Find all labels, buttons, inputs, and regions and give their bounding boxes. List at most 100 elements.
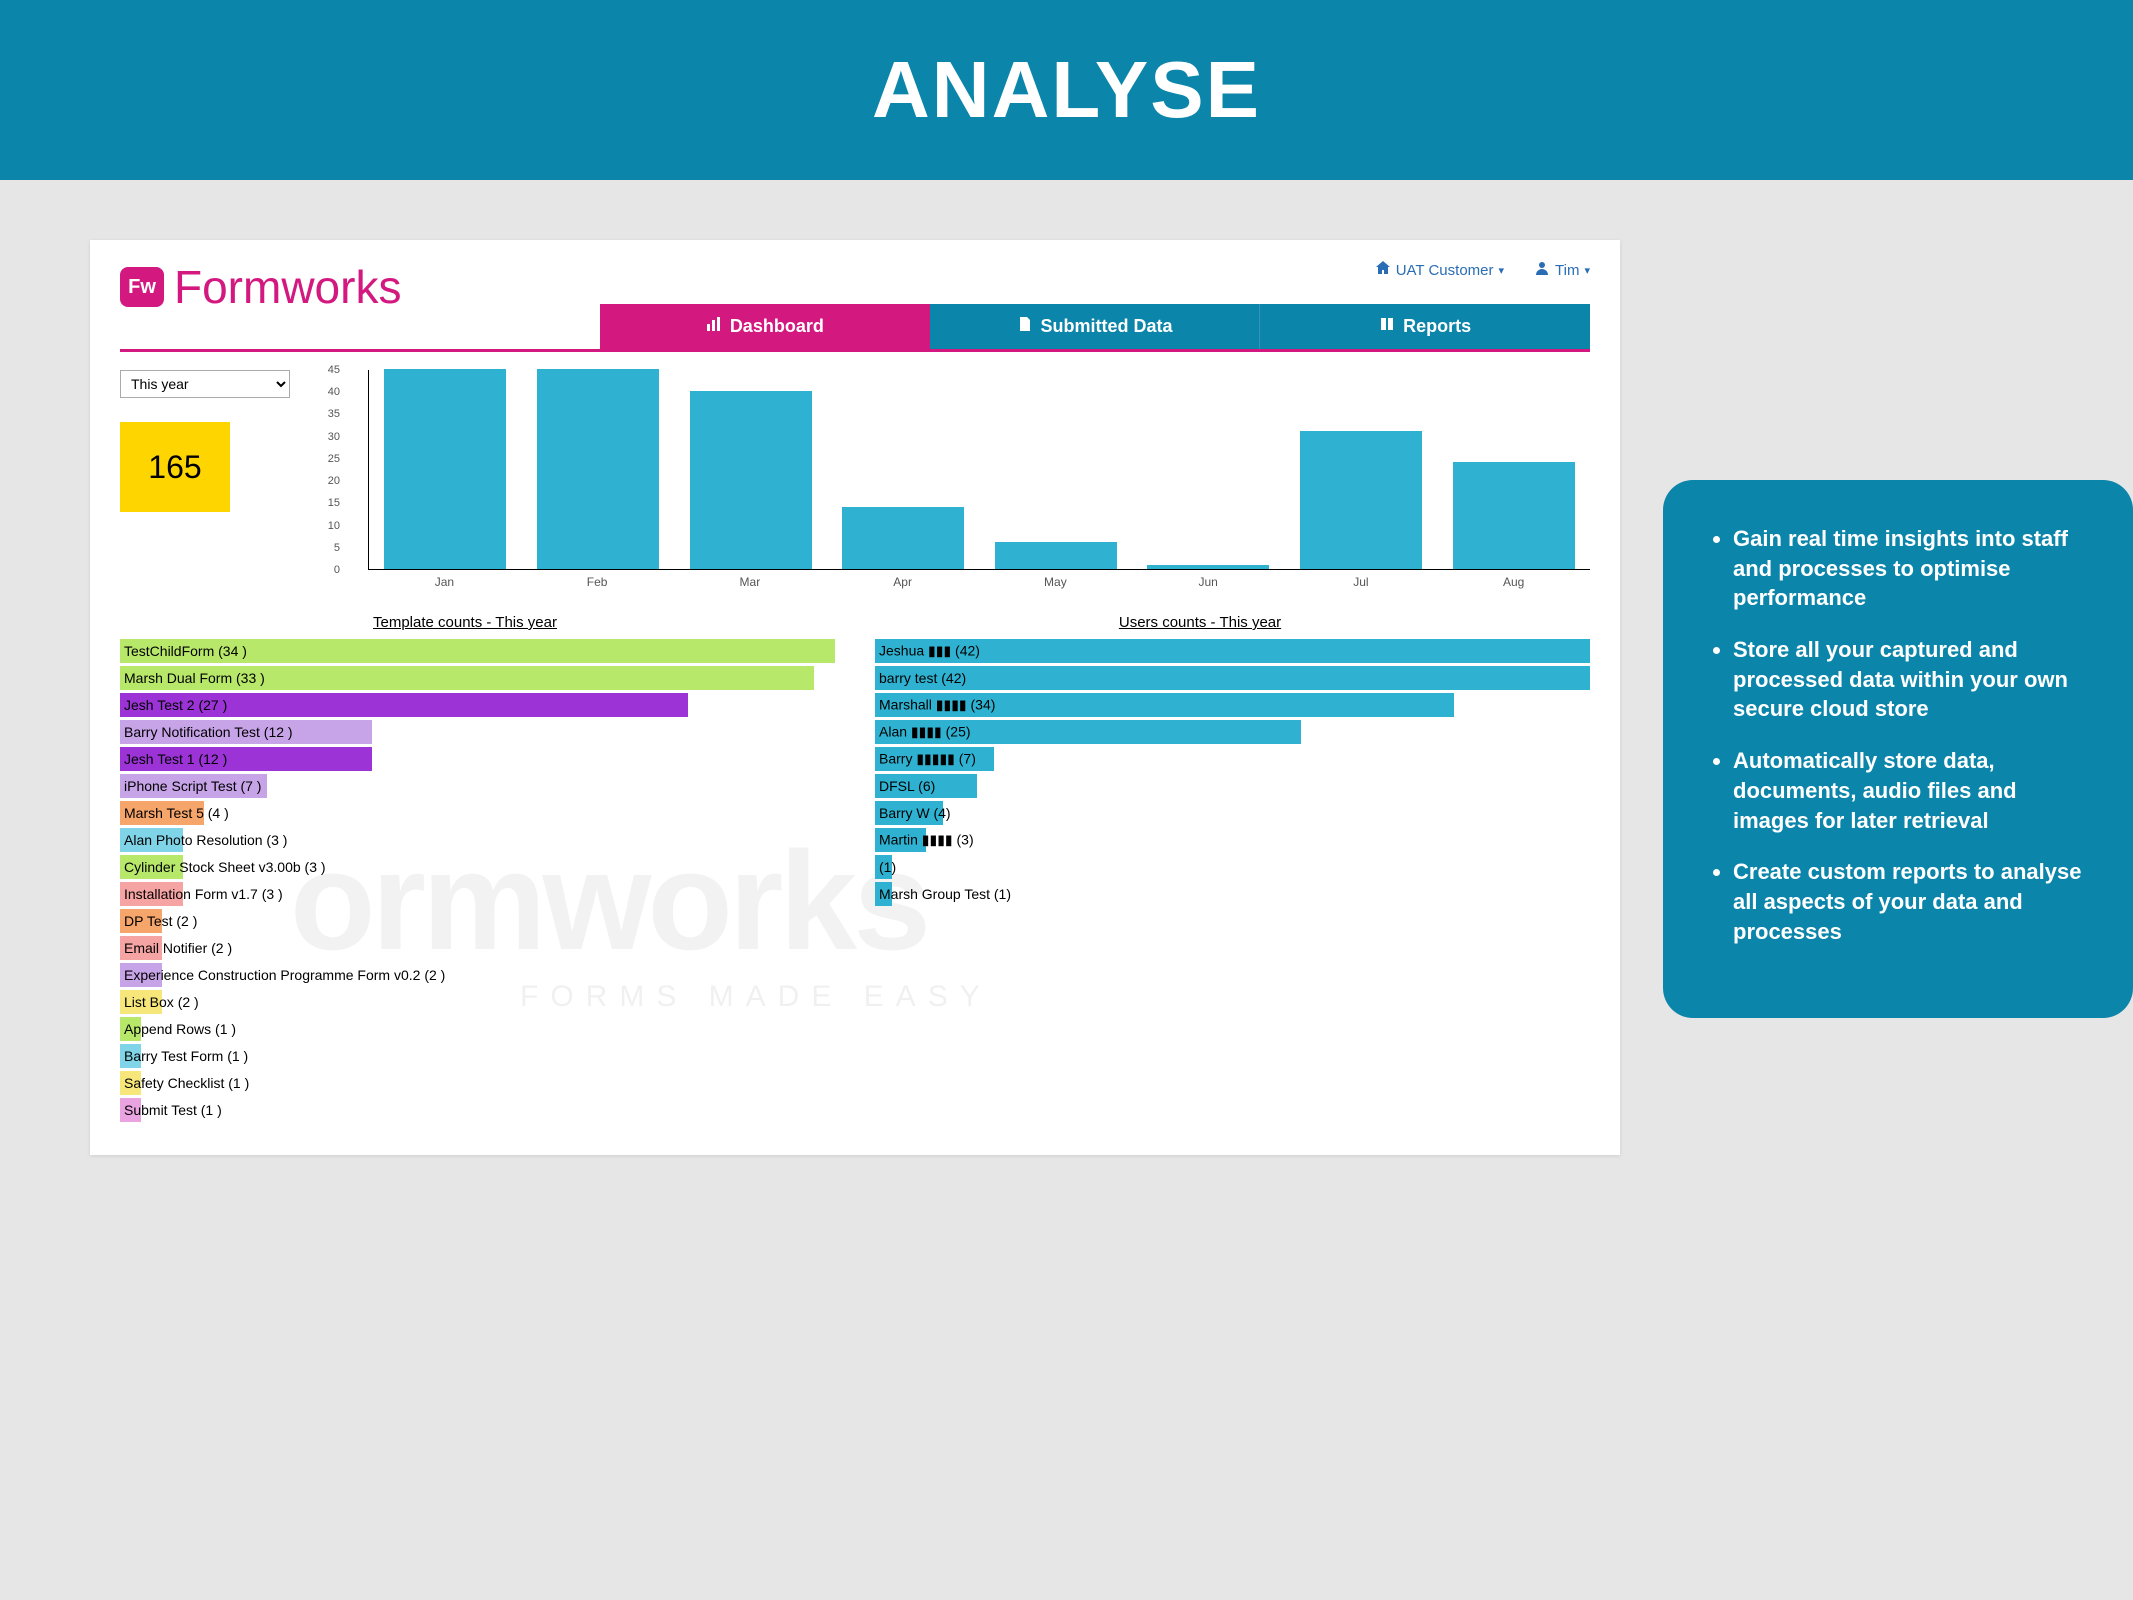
nav-spacer: [120, 304, 600, 349]
chart-bar: [537, 369, 659, 569]
controls-row: This year 165 051015202530354045 JanFebM…: [120, 370, 1590, 600]
template-bar-label: Barry Notification Test (12 ): [124, 724, 293, 740]
template-bar-label: Marsh Test 5 (4 ): [124, 805, 229, 821]
template-bar-row: Jesh Test 1 (12 ): [120, 747, 835, 771]
y-tick-label: 40: [328, 386, 340, 398]
y-tick-label: 35: [328, 408, 340, 420]
template-bar-row: Installation Form v1.7 (3 ): [120, 882, 835, 906]
book-icon: [1379, 316, 1395, 337]
template-bar-row: Jesh Test 2 (27 ): [120, 693, 835, 717]
tab-submitted-label: Submitted Data: [1041, 316, 1173, 337]
tab-submitted-data[interactable]: Submitted Data: [930, 304, 1260, 349]
template-bar-row: Alan Photo Resolution (3 ): [120, 828, 835, 852]
template-bar-row: DP Test (2 ): [120, 909, 835, 933]
template-bar-label: Alan Photo Resolution (3 ): [124, 832, 287, 848]
template-bar-label: Installation Form v1.7 (3 ): [124, 886, 283, 902]
chart-bar: [690, 391, 812, 569]
user-counts-title: Users counts - This year: [810, 614, 1590, 631]
template-bar-label: Cylinder Stock Sheet v3.00b (3 ): [124, 859, 326, 875]
user-bar-fill: [875, 666, 1590, 690]
tab-reports[interactable]: Reports: [1259, 304, 1590, 349]
chart-bar: [1147, 565, 1269, 569]
chart-bar: [1300, 431, 1422, 569]
template-bar-label: Email Notifier (2 ): [124, 940, 232, 956]
user-dropdown[interactable]: Tim ▾: [1534, 260, 1590, 280]
user-bar-row: Alan ▮▮▮▮ (25): [875, 720, 1590, 744]
user-bar-row: (1): [875, 855, 1590, 879]
y-tick-label: 20: [328, 475, 340, 487]
user-bar-label: DFSL (6): [879, 778, 935, 794]
customer-label: UAT Customer: [1396, 262, 1494, 279]
chart-bar: [384, 369, 506, 569]
y-tick-label: 10: [328, 520, 340, 532]
info-bullet: Automatically store data, documents, aud…: [1733, 746, 2093, 835]
x-tick-label: Aug: [1503, 575, 1524, 589]
template-bar-label: DP Test (2 ): [124, 913, 197, 929]
top-links: UAT Customer ▾ Tim ▾: [1375, 260, 1590, 280]
user-bar-label: barry test (42): [879, 670, 966, 686]
template-bar-row: Marsh Dual Form (33 ): [120, 666, 835, 690]
counts-body: TestChildForm (34 ) Marsh Dual Form (33 )…: [120, 639, 1590, 1125]
template-bar-label: TestChildForm (34 ): [124, 643, 247, 659]
user-label: Tim: [1555, 262, 1579, 279]
chevron-down-icon: ▾: [1499, 264, 1505, 277]
template-bar-label: Safety Checklist (1 ): [124, 1075, 249, 1091]
template-bar-row: TestChildForm (34 ): [120, 639, 835, 663]
y-tick-label: 45: [328, 364, 340, 376]
template-bar-row: Barry Test Form (1 ): [120, 1044, 835, 1068]
x-tick-label: Apr: [893, 575, 912, 589]
template-bar-label: Experience Construction Programme Form v…: [124, 967, 445, 983]
chevron-down-icon: ▾: [1584, 264, 1590, 277]
user-icon: [1534, 260, 1550, 280]
template-bar-row: Submit Test (1 ): [120, 1098, 835, 1122]
dashboard-icon: [706, 316, 722, 337]
left-controls: This year 165: [120, 370, 320, 600]
template-bar-row: Marsh Test 5 (4 ): [120, 801, 835, 825]
logo-badge: Fw: [120, 267, 164, 307]
info-bullet: Store all your captured and processed da…: [1733, 635, 2093, 724]
chart-bar: [842, 507, 964, 569]
app-window: ormworks FORMS MADE EASY Fw Formworks UA…: [90, 240, 1620, 1155]
info-bullet: Gain real time insights into staff and p…: [1733, 524, 2093, 613]
user-bar-row: Jeshua ▮▮▮ (42): [875, 639, 1590, 663]
template-bar-label: Submit Test (1 ): [124, 1102, 222, 1118]
nav-tabs: Dashboard Submitted Data Reports: [120, 304, 1590, 352]
tab-dashboard[interactable]: Dashboard: [600, 304, 930, 349]
y-tick-label: 15: [328, 497, 340, 509]
template-bar-row: List Box (2 ): [120, 990, 835, 1014]
info-card: Gain real time insights into staff and p…: [1663, 480, 2133, 1018]
y-tick-label: 25: [328, 453, 340, 465]
user-bar-label: Marsh Group Test (1): [879, 886, 1011, 902]
template-bar-label: Barry Test Form (1 ): [124, 1048, 248, 1064]
page-banner: ANALYSE: [0, 0, 2133, 180]
template-bar-row: Cylinder Stock Sheet v3.00b (3 ): [120, 855, 835, 879]
user-bar-label: Alan ▮▮▮▮ (25): [879, 724, 971, 741]
user-bar-fill: [875, 639, 1590, 663]
template-bar-row: Append Rows (1 ): [120, 1017, 835, 1041]
template-bar-row: Email Notifier (2 ): [120, 936, 835, 960]
template-bar-label: Append Rows (1 ): [124, 1021, 236, 1037]
user-bar-row: Barry W (4): [875, 801, 1590, 825]
user-bar-label: Marshall ▮▮▮▮ (34): [879, 697, 995, 714]
template-bar-row: Experience Construction Programme Form v…: [120, 963, 835, 987]
template-bar-row: Safety Checklist (1 ): [120, 1071, 835, 1095]
banner-title: ANALYSE: [872, 44, 1261, 136]
user-bar-row: DFSL (6): [875, 774, 1590, 798]
chart-bar: [1453, 462, 1575, 569]
customer-dropdown[interactable]: UAT Customer ▾: [1375, 260, 1504, 280]
y-tick-label: 5: [334, 542, 340, 554]
template-counts-title: Template counts - This year: [120, 614, 810, 631]
counts-titles: Template counts - This year Users counts…: [120, 614, 1590, 631]
user-bar-label: (1): [879, 859, 896, 875]
bar-chart: 051015202530354045 JanFebMarAprMayJunJul…: [340, 370, 1590, 600]
template-bar-label: Marsh Dual Form (33 ): [124, 670, 265, 686]
x-tick-label: Mar: [740, 575, 761, 589]
user-bar-row: Barry ▮▮▮▮▮ (7): [875, 747, 1590, 771]
chart-plot: [368, 370, 1590, 570]
tab-reports-label: Reports: [1403, 316, 1471, 337]
x-tick-label: Jan: [435, 575, 454, 589]
period-select[interactable]: This year: [120, 370, 290, 398]
user-bar-row: Martin ▮▮▮▮ (3): [875, 828, 1590, 852]
user-bar-label: Barry ▮▮▮▮▮ (7): [879, 751, 976, 768]
info-bullet: Create custom reports to analyse all asp…: [1733, 857, 2093, 946]
